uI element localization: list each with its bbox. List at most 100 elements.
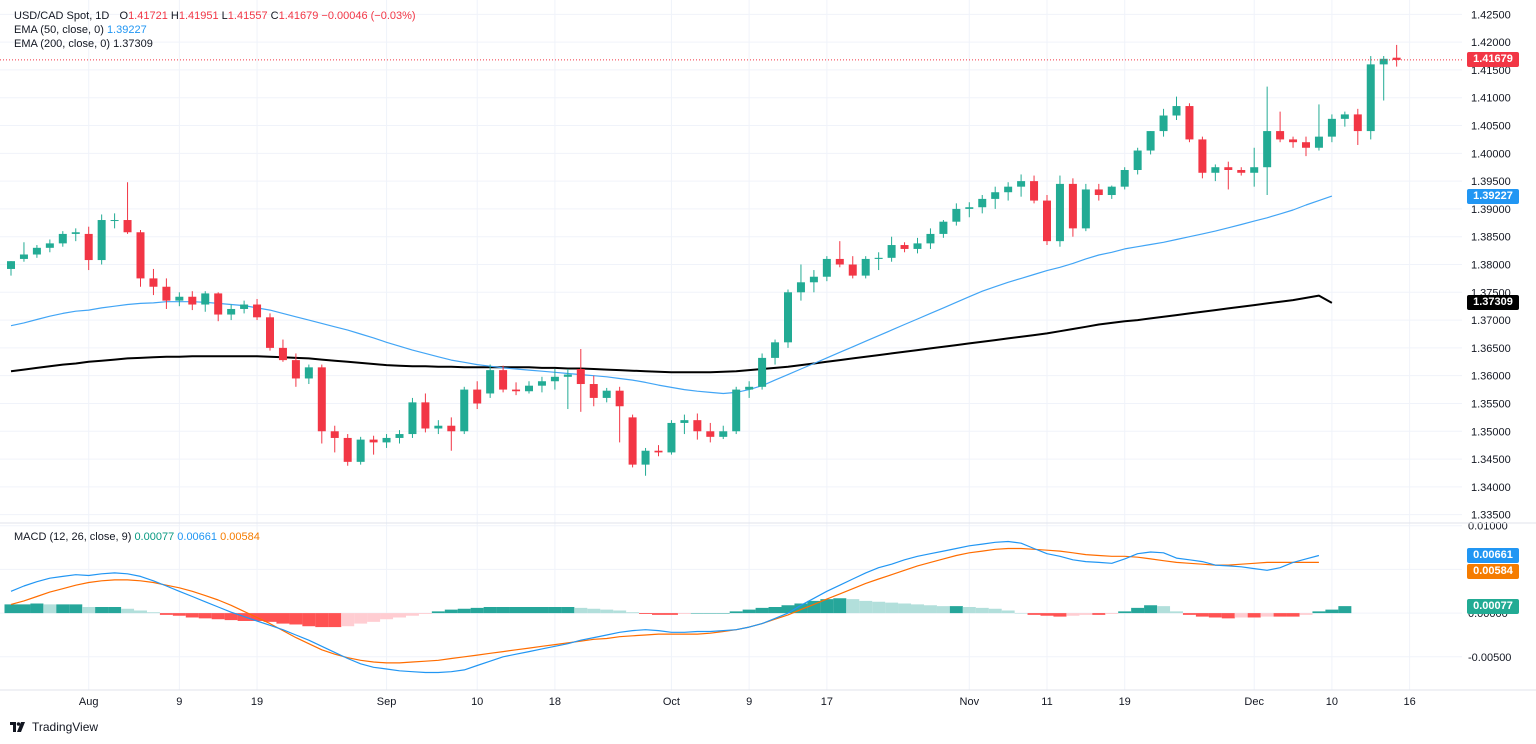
ema50-row[interactable]: EMA (50, close, 0) 1.39227 <box>14 24 416 36</box>
price-tick-label: 1.41500 <box>1471 65 1511 77</box>
candle <box>784 289 792 348</box>
candle-body <box>408 402 417 435</box>
ema200-line <box>10 294 1333 374</box>
macd-histogram-bar <box>380 613 394 620</box>
candle <box>628 414 637 468</box>
ema50-line-layer <box>10 195 1333 395</box>
candle-body <box>874 257 883 259</box>
candle <box>887 236 896 262</box>
candle-body <box>809 276 818 283</box>
candle-body <box>1198 139 1207 173</box>
symbol-title[interactable]: USD/CAD Spot, 1D <box>14 10 110 22</box>
macd-histogram-bar <box>1312 611 1326 614</box>
macd-histogram-bar <box>626 612 640 614</box>
candle <box>1172 96 1181 120</box>
price-tick-label: 1.42500 <box>1471 9 1511 21</box>
candle-body <box>32 247 41 255</box>
candle-body <box>136 232 145 279</box>
price-tick-label: 1.34500 <box>1471 454 1511 466</box>
ema200-line-layer <box>10 294 1333 374</box>
candle-body <box>291 360 300 379</box>
candle <box>1289 136 1298 148</box>
time-axis[interactable]: Aug 9 19 Sep 10 18 Oct 9 17 Nov 11 19 Dec 10 16 <box>0 689 1536 708</box>
brand-name: TradingView <box>32 720 99 734</box>
close-value: 1.41679 <box>278 10 319 22</box>
candle-body <box>900 245 909 249</box>
macd-histogram-bar <box>1053 613 1067 617</box>
macd-histogram-bar <box>1338 606 1352 614</box>
macd-histogram-bar <box>393 613 406 618</box>
macd-histogram-bar <box>846 599 860 614</box>
candle <box>1392 44 1401 67</box>
macd-histogram-bar <box>198 613 212 619</box>
candle <box>1366 56 1375 140</box>
macd-label: MACD (12, 26, close, 9) <box>14 531 132 543</box>
macd-histogram-bar <box>108 607 122 614</box>
candle <box>1017 174 1026 197</box>
candle <box>615 386 624 443</box>
high-label: H <box>170 10 179 22</box>
candle-body <box>693 420 702 432</box>
candle <box>1185 103 1194 143</box>
candle-body <box>628 417 637 465</box>
candle <box>382 434 391 448</box>
macd-histogram-bar <box>1247 613 1261 618</box>
macd-histogram-bar <box>134 610 147 614</box>
candle <box>1263 86 1272 196</box>
candle <box>576 348 585 412</box>
macd-histogram-bar <box>600 609 614 614</box>
candle <box>408 397 417 438</box>
candle-body <box>1159 115 1168 132</box>
candle-body <box>667 422 676 453</box>
macd-histogram-bar <box>328 613 342 628</box>
candle <box>266 313 274 351</box>
macd-histogram-bar <box>1027 613 1041 615</box>
candle <box>162 278 171 309</box>
candle <box>978 195 987 214</box>
candle <box>991 186 1000 209</box>
candle-body <box>1340 114 1349 119</box>
signal-badge: 0.00584 <box>1467 563 1519 579</box>
candle <box>97 214 106 265</box>
macd-histogram-bar <box>1299 613 1313 615</box>
candle-body <box>771 342 780 358</box>
macd-histogram-bar <box>898 603 912 614</box>
price-tick-label: 1.39500 <box>1471 176 1511 188</box>
candle <box>123 182 132 234</box>
candle-body <box>732 389 741 432</box>
price-axis[interactable]: 1.42500 1.42000 1.41500 1.41000 1.40500 1.400… <box>1468 9 1511 663</box>
tradingview-brand[interactable]: TradingView <box>10 720 98 734</box>
candle <box>900 242 909 253</box>
candle <box>563 369 572 410</box>
macd-histogram-bar <box>405 613 419 616</box>
candle-body <box>369 439 378 443</box>
candle <box>201 291 210 312</box>
candle <box>809 270 818 293</box>
candle <box>926 228 935 249</box>
candle-body <box>1302 142 1310 148</box>
time-tick-label: 11 <box>1041 696 1052 708</box>
candle <box>732 386 741 435</box>
candle-body <box>304 367 313 379</box>
candle <box>1211 164 1220 182</box>
ema200-row[interactable]: EMA (200, close, 0) 1.37309 <box>14 38 416 50</box>
candle <box>641 447 650 476</box>
candle-body <box>447 425 456 432</box>
candle <box>512 382 521 396</box>
macd-legend[interactable]: MACD (12, 26, close, 9) 0.00077 0.00661 … <box>14 531 260 543</box>
macd-histogram-bar <box>30 603 44 614</box>
macd-histogram-bar <box>315 613 329 628</box>
candle-body <box>1289 139 1298 143</box>
time-tick-label: 18 <box>549 696 561 708</box>
candle-body <box>706 431 715 437</box>
macd-histogram-bar <box>263 613 277 622</box>
macd-histogram-bar <box>418 613 432 614</box>
macd-histogram-bar <box>716 613 730 614</box>
candle-body <box>861 258 870 276</box>
price-tick-label: 1.37000 <box>1471 315 1511 327</box>
candle <box>395 430 404 444</box>
macd-histogram-bar <box>470 607 484 614</box>
candle <box>1302 136 1310 157</box>
candle <box>874 252 883 271</box>
